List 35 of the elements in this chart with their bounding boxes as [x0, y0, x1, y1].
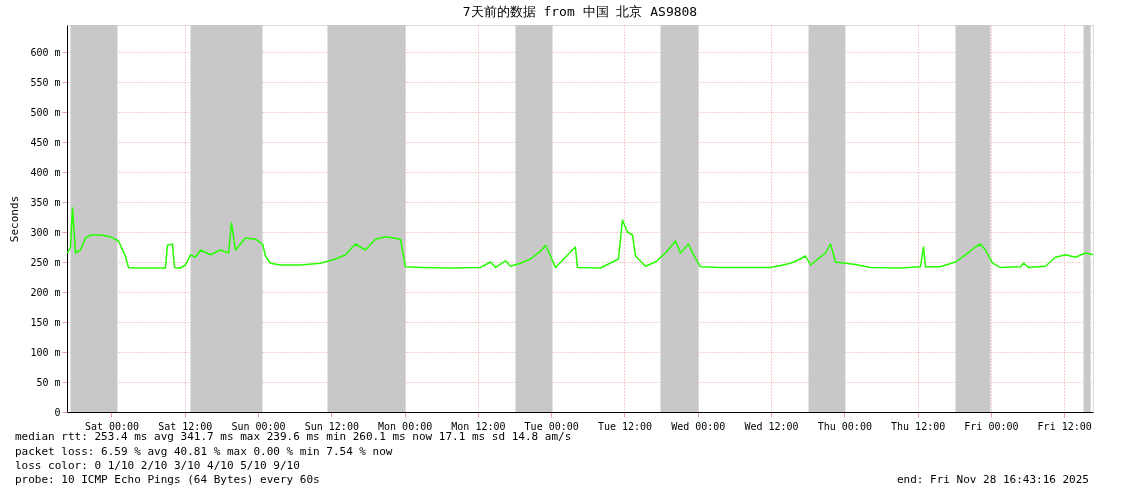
y-tick-label: 600 m — [30, 46, 61, 58]
x-tick-label: Wed 00:00 — [671, 420, 726, 432]
y-tick-label: 200 m — [30, 286, 61, 298]
x-tick-label: Wed 12:00 — [744, 420, 799, 432]
text: median rtt: 253.4 ms avg 341.7 ms max 239.6 ms min 260.1 ms now 17.1 ms sd 14.8 am/s — [15, 430, 572, 443]
chart-title: 7天前的数据 from 中国 北京 AS9808 — [462, 4, 698, 19]
y-tick-label: 450 m — [30, 136, 61, 148]
x-tick-label: Sun 12:00 — [304, 420, 359, 432]
y-axis-title: Seconds — [8, 195, 22, 243]
y-tick-label: 300 m — [30, 226, 61, 238]
text: probe: 10 ICMP Echo Pings (64 Bytes) every 60s — [15, 473, 320, 486]
y-tick-label: 100 m — [30, 346, 61, 358]
y-tick-label: 250 m — [30, 256, 61, 268]
text: loss color: 0 1/10 2/10 3/10 4/10 5/10 9/10 — [15, 459, 300, 472]
text: end: Fri Nov 28 16:43:16 2025 — [896, 473, 1089, 486]
x-tick-label: Mon 12:00 — [451, 420, 506, 432]
x-tick-label: Thu 12:00 — [891, 420, 946, 432]
x-tick-label: Fri 00:00 — [964, 420, 1019, 432]
y-tick-label: 50 m — [36, 376, 61, 388]
x-tick-label: Fri 12:00 — [1037, 420, 1092, 432]
text: packet loss: 6.59 % avg 40.81 % max 0.00 % min 7.54 % now — [15, 445, 393, 458]
line-series — [66, 207, 1094, 269]
y-tick-label: 0 — [54, 406, 61, 418]
y-tick-label: 400 m — [30, 166, 61, 178]
y-tick-label: 550 m — [30, 76, 61, 88]
x-tick-label: Sun 00:00 — [231, 420, 286, 432]
x-tick-label: Sat 12:00 — [158, 420, 213, 432]
x-tick-label: Mon 00:00 — [378, 420, 433, 432]
x-tick-label: Tue 00:00 — [524, 420, 579, 432]
x-tick-label: Thu 00:00 — [817, 420, 872, 432]
y-tick-label: 150 m — [30, 316, 61, 328]
y-tick-label: 500 m — [30, 106, 61, 118]
x-tick-label: Sat 00:00 — [84, 420, 140, 432]
x-tick-label: Tue 12:00 — [597, 420, 653, 432]
y-tick-label: 350 m — [30, 196, 61, 208]
